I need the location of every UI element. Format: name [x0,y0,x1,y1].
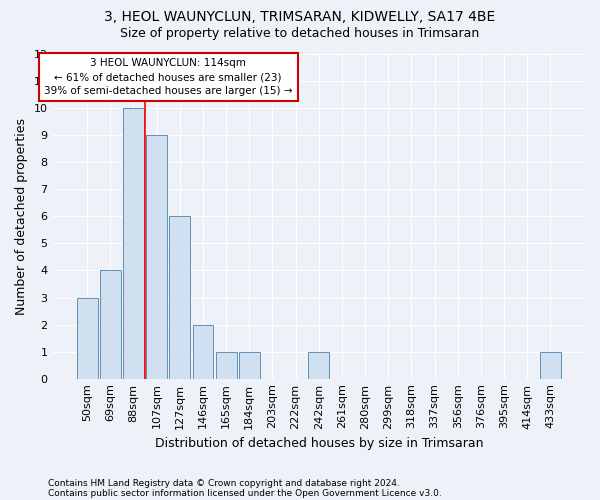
Bar [77,298,98,378]
Y-axis label: Number of detached properties: Number of detached properties [15,118,28,315]
Bar [308,352,329,378]
Bar [216,352,236,378]
Text: Contains HM Land Registry data © Crown copyright and database right 2024.: Contains HM Land Registry data © Crown c… [48,478,400,488]
Bar [169,216,190,378]
Text: Size of property relative to detached houses in Trimsaran: Size of property relative to detached ho… [121,28,479,40]
Bar [193,324,214,378]
Bar [100,270,121,378]
X-axis label: Distribution of detached houses by size in Trimsaran: Distribution of detached houses by size … [155,437,483,450]
Bar [123,108,144,378]
Text: 3 HEOL WAUNYCLUN: 114sqm
← 61% of detached houses are smaller (23)
39% of semi-d: 3 HEOL WAUNYCLUN: 114sqm ← 61% of detach… [44,58,292,96]
Bar [239,352,260,378]
Text: Contains public sector information licensed under the Open Government Licence v3: Contains public sector information licen… [48,488,442,498]
Text: 3, HEOL WAUNYCLUN, TRIMSARAN, KIDWELLY, SA17 4BE: 3, HEOL WAUNYCLUN, TRIMSARAN, KIDWELLY, … [104,10,496,24]
Bar [540,352,561,378]
Bar [146,135,167,378]
